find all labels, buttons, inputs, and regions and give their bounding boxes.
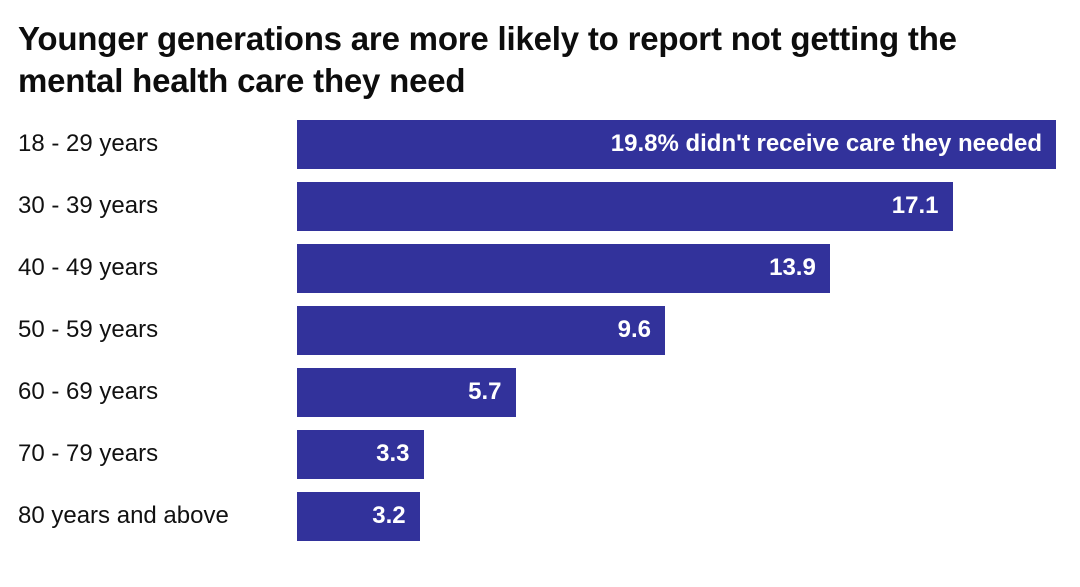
bar-value-label: 13.9 [769,254,816,282]
bar-value-label: 5.7 [468,378,502,406]
bar-value-label: 3.3 [376,440,410,468]
bar: 3.2 [297,491,420,541]
bar: 3.3 [297,429,424,479]
bar-row: 70 - 79 years 3.3 [18,429,1056,479]
bar: 5.7 [297,367,516,417]
category-label: 18 - 29 years [18,130,159,158]
bar-row: 60 - 69 years 5.7 [18,367,1056,417]
bar-track: 3.2 [297,491,1056,541]
bar-track: 9.6 [297,305,1056,355]
bar-track: 13.9 [297,243,1056,293]
bar-value-label: 3.2 [372,502,406,530]
bar-track: 17.1 [297,181,1056,231]
category-label: 40 - 49 years [18,254,159,282]
bar-row: 50 - 59 years 9.6 [18,305,1056,355]
bar: 13.9 [297,243,830,293]
chart-title: Younger generations are more likely to r… [18,20,957,99]
category-label: 50 - 59 years [18,316,159,344]
bar-track: 3.3 [297,429,1056,479]
bar-row: 40 - 49 years 13.9 [18,243,1056,293]
bar-chart: 18 - 29 years 19.8% didn't receive care … [18,119,1056,541]
category-label: 80 years and above [18,502,229,530]
bar-track: 5.7 [297,367,1056,417]
bar-track: 19.8% didn't receive care they needed [297,119,1056,169]
bar-row: 80 years and above 3.2 [18,491,1056,541]
category-label: 70 - 79 years [18,440,159,468]
bar-value-label: 17.1 [891,192,939,220]
bar-value-label: 9.6 [617,316,651,344]
bar-row: 30 - 39 years 17.1 [18,181,1056,231]
bar-value-label: 19.8% didn't receive care they needed [610,130,1042,158]
bar: 17.1 [297,181,953,231]
category-label: 30 - 39 years [18,192,159,220]
bar: 9.6 [297,305,665,355]
bar: 19.8% didn't receive care they needed [297,119,1056,169]
category-label: 60 - 69 years [18,378,159,406]
bar-row: 18 - 29 years 19.8% didn't receive care … [18,119,1056,169]
